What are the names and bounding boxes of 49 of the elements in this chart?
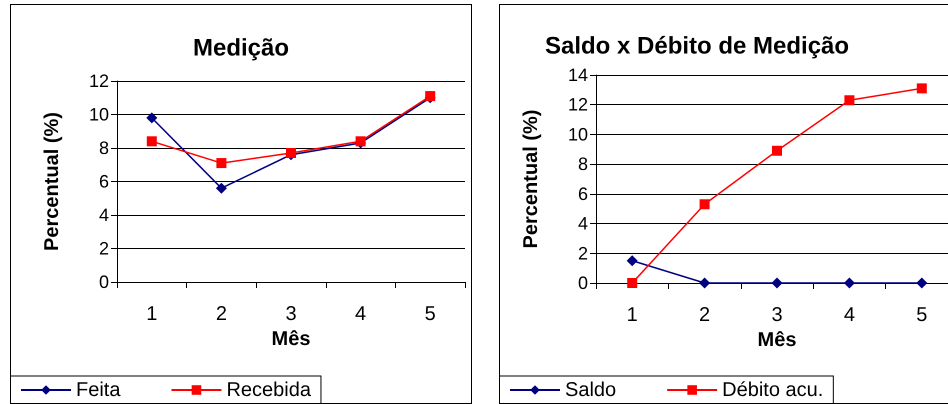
point [844,278,855,288]
point [916,278,928,288]
x-tick-label: 1 [626,304,638,326]
x-tick-label: 2 [699,304,710,326]
y-tick-label: 0 [578,273,588,293]
x-tick-label: 4 [844,304,855,326]
point [844,95,854,106]
point [216,182,227,194]
point [916,83,927,94]
point [216,158,226,168]
y-tick-label: 4 [98,205,109,225]
x-tick-label: 2 [216,303,227,325]
point [700,199,710,210]
y-tick-label: 14 [568,65,588,85]
point [772,278,782,288]
y-tick-label: 2 [578,243,588,264]
point [772,146,782,156]
y-tick-label: 12 [568,94,588,115]
y-axis-title: Percentual (%) [520,110,542,248]
x-tick-label: 5 [424,303,436,325]
y-tick-label: 10 [88,104,109,124]
x-tick-label: 3 [771,304,783,326]
x-tick-label: 4 [355,303,366,325]
y-tick-label: 4 [578,214,588,234]
y-tick-label: 8 [578,154,588,174]
x-tick-label: 1 [146,303,158,325]
x-axis-title: Mês [272,328,310,350]
y-tick-label: 6 [98,172,109,192]
point [627,278,638,288]
point [146,112,158,124]
point [699,278,710,288]
y-tick-label: 8 [98,138,109,158]
legend-label: Débito acu. [722,379,824,401]
y-axis-title: Percentual (%) [41,112,63,251]
chart-title: Medição [192,34,290,62]
y-tick-label: 10 [568,124,588,144]
y-tick-label: 0 [98,272,109,292]
point [146,136,157,146]
x-axis-title: Mês [758,328,796,351]
point [626,255,638,266]
x-tick-label: 5 [916,304,928,326]
legend-label: Recebida [226,379,312,401]
legend-label: Saldo [565,379,616,401]
chart-title: Saldo x Débito de Medição [545,32,850,60]
y-tick-label: 6 [578,184,588,204]
y-tick-label: 12 [88,71,109,91]
y-tick-label: 2 [98,238,109,258]
legend-label: Feita [76,379,122,401]
x-tick-label: 3 [285,303,297,325]
